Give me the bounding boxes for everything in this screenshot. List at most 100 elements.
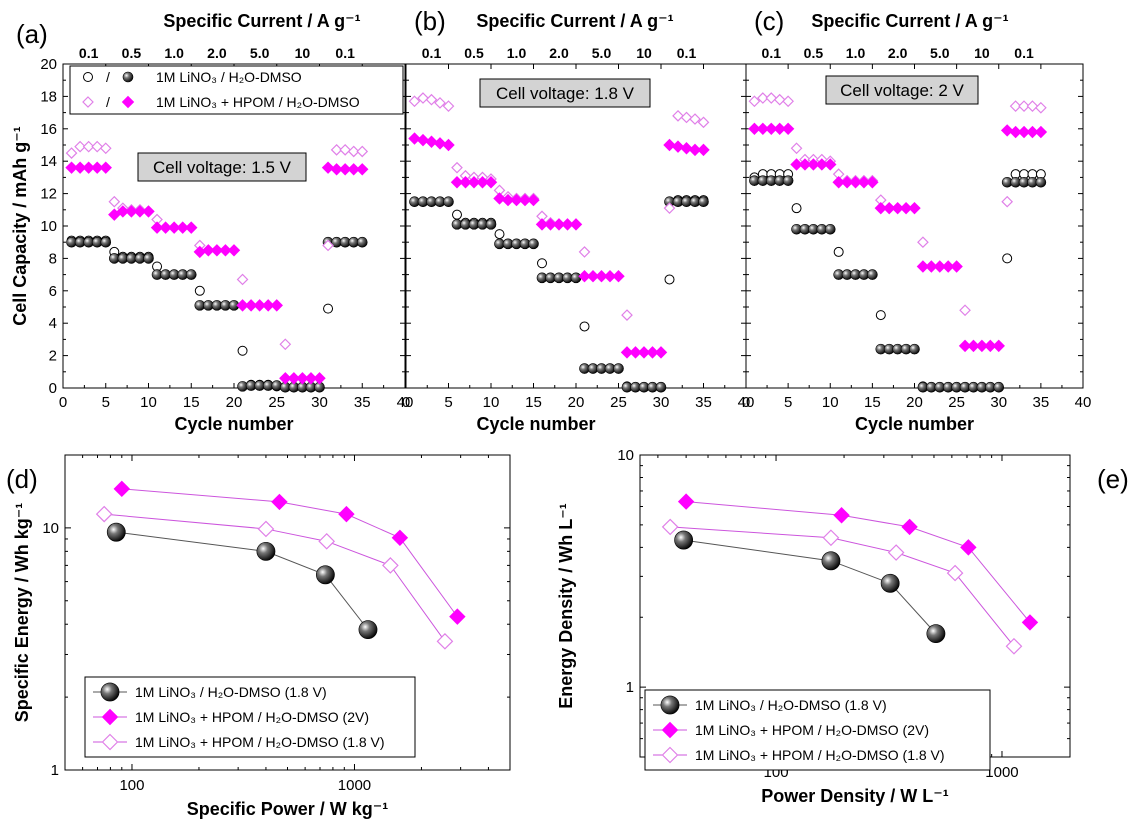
y-tick-label: 10 bbox=[42, 520, 59, 537]
data-point-magenta_solid bbox=[99, 161, 112, 174]
data-point-black_open bbox=[875, 310, 886, 321]
data-point-magenta_solid bbox=[270, 299, 283, 312]
x-tick-label: 100 bbox=[119, 777, 144, 794]
x-tick-label: 30 bbox=[311, 394, 328, 411]
top-axis-label: 0.1 bbox=[677, 45, 697, 61]
data-point-magenta_solid bbox=[133, 205, 147, 218]
data-point-magenta_open bbox=[434, 97, 446, 109]
top-axis-label: 1.0 bbox=[846, 45, 866, 61]
data-point-magenta_solid bbox=[330, 163, 343, 176]
data-point-magenta_solid bbox=[90, 161, 104, 174]
data-point-black_open bbox=[1002, 253, 1013, 264]
data-point-magenta_solid bbox=[925, 260, 938, 273]
y-tick-label: 18 bbox=[40, 88, 57, 105]
data-point-magenta_open bbox=[689, 113, 701, 125]
data-point-magenta_open bbox=[1035, 101, 1047, 114]
data-point-magenta_solid bbox=[65, 161, 78, 174]
data-point-magenta_open bbox=[773, 93, 786, 106]
data-point-black_open bbox=[537, 258, 547, 269]
data-point-magenta_solid bbox=[116, 205, 130, 218]
data-point-magenta_solid bbox=[271, 493, 288, 511]
data-point-black_solid bbox=[143, 253, 154, 264]
data-point-magenta_solid bbox=[629, 346, 642, 359]
legend-entry: 1M LiNO₃ + HPOM / H₂O-DMSO (2V) bbox=[695, 722, 929, 738]
data-point-magenta_solid bbox=[356, 163, 369, 176]
data-point-black_solid bbox=[271, 380, 283, 391]
legend-entry: 1M LiNO₃ / H₂O-DMSO (1.8 V) bbox=[695, 697, 887, 713]
x-tick-label: 0 bbox=[742, 394, 750, 411]
y-tick-label: 0 bbox=[49, 380, 57, 397]
legend-entry: 1M LiNO₃ + HPOM / H₂O-DMSO (2V) bbox=[135, 709, 369, 725]
data-point-magenta_solid bbox=[227, 244, 241, 257]
x-tick-label: 40 bbox=[397, 394, 414, 411]
data-point-magenta_solid bbox=[210, 244, 224, 257]
legend-marker-black-open bbox=[83, 72, 93, 82]
data-point-magenta_solid bbox=[569, 218, 583, 231]
data-point-magenta_solid bbox=[807, 158, 820, 171]
data-point-magenta_solid bbox=[425, 135, 438, 148]
data-point-black_open bbox=[579, 321, 590, 332]
data-point-magenta_solid bbox=[773, 122, 786, 136]
data-point-black_open bbox=[791, 203, 802, 214]
data-point-magenta_open bbox=[917, 236, 929, 249]
y-tick-label: 1 bbox=[626, 679, 634, 696]
data-point-black bbox=[256, 541, 276, 561]
data-point-magenta_solid bbox=[975, 339, 989, 353]
x-tick-label: 15 bbox=[525, 394, 542, 411]
data-point-black_open bbox=[323, 303, 334, 314]
series-line-magenta_open bbox=[104, 513, 446, 642]
data-point-black_solid bbox=[613, 363, 624, 374]
data-point-magenta_solid bbox=[1026, 125, 1039, 139]
top-axis-label: 0.1 bbox=[79, 45, 99, 61]
data-point-magenta_solid bbox=[501, 193, 515, 207]
x-tick-label: 15 bbox=[183, 394, 200, 411]
x-tick-label: 30 bbox=[990, 394, 1007, 411]
panel-c: 0 5 10 15 20 25 30 35 40 0.1 0.5 1.0 2.0 5.0 10 0.1 Spec… bbox=[742, 6, 1092, 434]
data-point-magenta_solid bbox=[73, 161, 87, 174]
data-point-black_solid bbox=[782, 175, 794, 186]
data-point-magenta_solid bbox=[586, 270, 600, 283]
data-point-magenta_open bbox=[578, 246, 591, 258]
cell-voltage-box bbox=[825, 75, 979, 105]
top-axis-label: 0.5 bbox=[804, 45, 824, 61]
legend-slash: / bbox=[106, 94, 110, 110]
data-point-magenta_solid bbox=[1034, 125, 1048, 139]
top-axis-title: Specific Current / A g⁻¹ bbox=[811, 11, 1008, 31]
data-point-black_solid bbox=[655, 381, 667, 393]
data-point-black_solid bbox=[1035, 176, 1047, 188]
data-point-magenta_open bbox=[663, 202, 676, 215]
data-point-magenta_solid bbox=[677, 493, 695, 510]
data-point-magenta_solid bbox=[663, 138, 676, 152]
data-point-magenta_solid bbox=[916, 260, 930, 273]
data-point-magenta_solid bbox=[167, 221, 181, 234]
panel-b: 0 5 10 15 20 25 30 35 400.1 0.5 1.0 2.0 5.0 10 0.1Spec… bbox=[402, 6, 755, 434]
y-axis-title: Specific Energy / Wh kg⁻¹ bbox=[12, 503, 32, 723]
x-tick-label: 0 bbox=[59, 394, 67, 411]
data-point-magenta_open bbox=[748, 95, 761, 108]
y-tick-label: 2 bbox=[49, 348, 57, 365]
x-tick-label: 5 bbox=[444, 394, 452, 411]
data-point-magenta_open bbox=[95, 505, 113, 523]
data-point-black_open bbox=[494, 229, 505, 240]
x-axis-title: Power Density / W L⁻¹ bbox=[761, 786, 949, 806]
panel-label: (e) bbox=[1097, 464, 1129, 494]
x-tick-label: 20 bbox=[226, 394, 243, 411]
data-point-magenta_open bbox=[91, 140, 104, 153]
legend-marker-magenta-solid bbox=[121, 95, 135, 109]
data-point-magenta_solid bbox=[442, 138, 455, 152]
data-point-black_open bbox=[452, 209, 462, 220]
top-axis-label: 2.0 bbox=[549, 45, 569, 61]
legend-entry: 1M LiNO₃ + HPOM / H₂O-DMSO bbox=[156, 94, 360, 110]
data-point-magenta_open bbox=[436, 632, 454, 650]
y-tick-label: 10 bbox=[40, 218, 57, 235]
x-tick-label: 25 bbox=[948, 394, 965, 411]
data-point-magenta_open bbox=[757, 92, 769, 104]
data-point-black_solid bbox=[867, 269, 878, 280]
data-point-magenta_open bbox=[408, 95, 421, 108]
data-point-black_solid bbox=[185, 269, 197, 280]
top-axis-label: 0.1 bbox=[762, 45, 782, 61]
x-tick-label: 5 bbox=[784, 394, 792, 411]
data-point-magenta_open bbox=[887, 544, 905, 561]
y-tick-label: 10 bbox=[617, 447, 634, 464]
data-point-magenta_solid bbox=[510, 193, 523, 207]
